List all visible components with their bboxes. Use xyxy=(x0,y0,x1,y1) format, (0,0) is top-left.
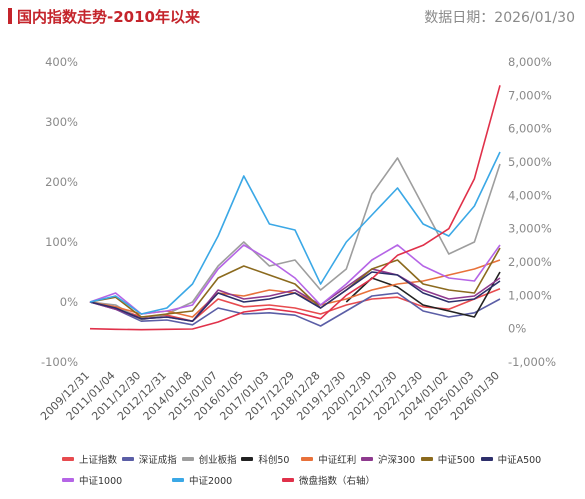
right-axis-tick-label: 0% xyxy=(508,322,526,336)
legend-label: 中证红利 xyxy=(318,455,357,466)
title-accent-bar xyxy=(8,8,12,24)
series-line xyxy=(89,292,501,327)
legend-label: 上证指数 xyxy=(79,455,118,466)
legend-item: 微盘指数（右轴） xyxy=(282,473,392,487)
legend-label: 中证2000 xyxy=(189,476,233,487)
legend-row: 中证1000 中证2000 微盘指数（右轴） xyxy=(62,473,572,487)
legend-label: 中证500 xyxy=(437,455,475,466)
right-axis-tick-label: 2,000% xyxy=(508,255,552,269)
legend-item: 上证指数 xyxy=(62,452,122,466)
legend-item: 深证成指 xyxy=(121,452,182,466)
legend-swatch xyxy=(62,457,74,461)
chart-legend: 上证指数 深证成指 创业板指 科创50 中证红利 沪深300 中证500 中证A500 中证10… xyxy=(62,452,572,494)
legend-item: 中证A500 xyxy=(480,452,572,466)
data-date-label: 数据日期：2026/01/30 xyxy=(424,10,575,26)
legend-swatch xyxy=(181,457,194,461)
right-axis-tick-label: 5,000% xyxy=(508,155,552,169)
legend-swatch xyxy=(480,457,493,461)
legend-label: 创业板指 xyxy=(198,455,237,466)
legend-item: 沪深300 xyxy=(360,452,421,466)
legend-swatch xyxy=(282,478,294,482)
left-axis-tick-label: 0% xyxy=(60,295,78,309)
legend-swatch xyxy=(420,457,433,461)
legend-item: 中证红利 xyxy=(301,452,361,466)
legend-item: 科创50 xyxy=(241,452,301,466)
right-axis-tick-label: 7,000% xyxy=(508,88,552,102)
right-axis-tick-label: 3,000% xyxy=(508,222,552,236)
right-axis-tick-label: 1,000% xyxy=(508,288,552,302)
left-axis-tick-label: 200% xyxy=(45,175,78,189)
series-line xyxy=(89,85,501,331)
legend-item: 创业板指 xyxy=(181,452,242,466)
legend-label: 中证A500 xyxy=(497,455,542,466)
series-line xyxy=(89,247,501,318)
right-axis-tick-label: 8,000% xyxy=(508,55,552,69)
legend-label: 中证1000 xyxy=(79,476,123,487)
right-axis-tick-label: 6,000% xyxy=(508,122,552,136)
left-axis-tick-label: -100% xyxy=(41,355,78,369)
series-line xyxy=(89,271,501,322)
legend-label: 科创50 xyxy=(258,455,290,466)
series-line xyxy=(89,151,501,315)
legend-label: 沪深300 xyxy=(377,455,416,466)
legend-label: 微盘指数（右轴） xyxy=(299,476,376,487)
legend-item: 中证1000 xyxy=(62,473,172,487)
legend-label: 深证成指 xyxy=(138,455,177,466)
legend-swatch xyxy=(241,457,254,461)
legend-row: 上证指数 深证成指 创业板指 科创50 中证红利 沪深300 中证500 中证A500 xyxy=(62,452,572,466)
legend-item: 中证2000 xyxy=(172,473,282,487)
legend-swatch xyxy=(301,457,314,461)
legend-item: 中证500 xyxy=(420,452,481,466)
legend-swatch xyxy=(360,457,373,461)
series-line xyxy=(89,244,501,315)
legend-swatch xyxy=(121,457,134,461)
legend-swatch xyxy=(172,478,184,482)
left-axis-tick-label: 400% xyxy=(45,55,78,69)
legend-swatch xyxy=(62,478,74,482)
right-axis-tick-label: 4,000% xyxy=(508,188,552,202)
page-title: 国内指数走势-2010年以来 xyxy=(17,8,200,26)
line-chart: -100% 0% 100% 200% 300% 400% -1,000% 0% 1,000% 2,… xyxy=(38,55,556,423)
left-axis-tick-label: 100% xyxy=(45,235,78,249)
left-axis-tick-label: 300% xyxy=(45,115,78,129)
series-line xyxy=(89,157,501,321)
right-axis-tick-label: -1,000% xyxy=(508,355,556,369)
